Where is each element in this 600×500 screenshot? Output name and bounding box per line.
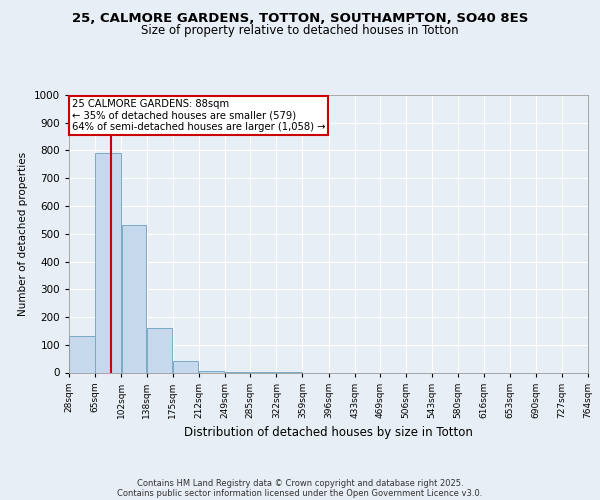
Bar [70,336,95,372]
Bar [199,371,224,372]
Text: Size of property relative to detached houses in Totton: Size of property relative to detached ho… [141,24,459,37]
Text: 25 CALMORE GARDENS: 88sqm
← 35% of detached houses are smaller (579)
64% of semi: 25 CALMORE GARDENS: 88sqm ← 35% of detac… [71,99,325,132]
Y-axis label: Number of detached properties: Number of detached properties [18,152,28,316]
Bar [173,362,199,372]
Bar [95,154,121,372]
Bar [147,328,172,372]
X-axis label: Distribution of detached houses by size in Totton: Distribution of detached houses by size … [184,426,473,439]
Text: Contains HM Land Registry data © Crown copyright and database right 2025.: Contains HM Land Registry data © Crown c… [137,478,463,488]
Bar [122,226,146,372]
Text: Contains public sector information licensed under the Open Government Licence v3: Contains public sector information licen… [118,489,482,498]
Text: 25, CALMORE GARDENS, TOTTON, SOUTHAMPTON, SO40 8ES: 25, CALMORE GARDENS, TOTTON, SOUTHAMPTON… [72,12,528,26]
